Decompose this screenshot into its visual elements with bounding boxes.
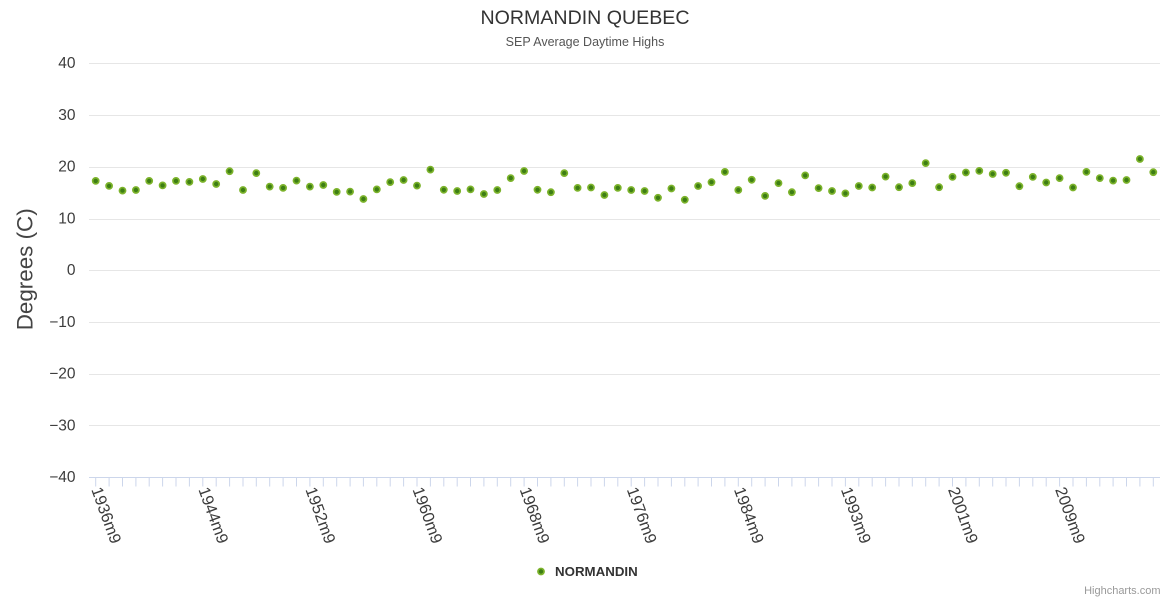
svg-text:Degrees (C): Degrees (C): [12, 208, 37, 330]
svg-text:0: 0: [67, 262, 76, 279]
svg-text:20: 20: [58, 159, 76, 176]
svg-text:NORMANDIN: NORMANDIN: [555, 564, 638, 579]
svg-text:−20: −20: [49, 366, 76, 383]
svg-text:−40: −40: [49, 469, 76, 486]
svg-text:SEP Average Daytime Highs: SEP Average Daytime Highs: [506, 35, 665, 49]
svg-text:40: 40: [58, 55, 76, 72]
svg-text:−30: −30: [49, 417, 76, 434]
svg-text:−10: −10: [49, 314, 76, 331]
svg-text:30: 30: [58, 107, 76, 124]
svg-text:NORMANDIN QUEBEC: NORMANDIN QUEBEC: [480, 7, 689, 29]
svg-text:10: 10: [58, 210, 76, 227]
svg-text:Highcharts.com: Highcharts.com: [1084, 585, 1160, 597]
